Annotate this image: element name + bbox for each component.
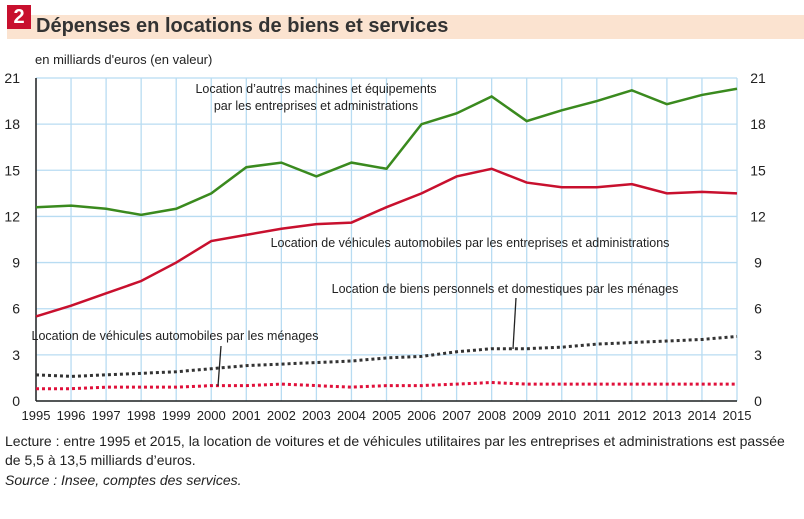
x-tick-label: 2009	[512, 408, 541, 423]
x-tick-label: 2006	[407, 408, 436, 423]
source-note: Source : Insee, comptes des services.	[5, 472, 242, 488]
x-tick-label: 2015	[723, 408, 752, 423]
y-tick-label-right: 9	[754, 255, 762, 271]
y-tick-label-right: 6	[754, 301, 762, 317]
x-tick-label: 2008	[477, 408, 506, 423]
leader-line	[217, 345, 222, 387]
series-label: Location d’autres machines et équipement…	[195, 82, 436, 96]
y-tick-label-left: 6	[12, 301, 20, 317]
x-tick-label: 2000	[197, 408, 226, 423]
series-label: Location de véhicules automobiles par le…	[32, 329, 319, 343]
figure-number: 2	[7, 5, 31, 29]
x-tick-label: 1997	[92, 408, 121, 423]
y-tick-label-left: 15	[4, 162, 20, 178]
x-tick-label: 2010	[547, 408, 576, 423]
series-line-2	[35, 334, 738, 378]
y-tick-label-right: 12	[750, 208, 766, 224]
x-tick-label: 2014	[687, 408, 716, 423]
x-tick-label: 1998	[127, 408, 156, 423]
y-tick-label-right: 15	[750, 162, 766, 178]
reading-note: Lecture : entre 1995 et 2015, la locatio…	[5, 433, 785, 468]
y-tick-label-left: 0	[12, 393, 20, 409]
series-label: par les entreprises et administrations	[214, 99, 418, 113]
y-tick-label-left: 18	[4, 116, 20, 132]
x-tick-label: 2013	[652, 408, 681, 423]
title-bar	[7, 15, 804, 39]
x-tick-label: 1995	[22, 408, 51, 423]
series-label: Location de véhicules automobiles par le…	[271, 236, 670, 250]
y-tick-label-right: 0	[754, 393, 762, 409]
y-tick-label-left: 21	[4, 70, 20, 86]
y-tick-label-right: 21	[750, 70, 766, 86]
x-tick-label: 2001	[232, 408, 261, 423]
x-tick-label: 2004	[337, 408, 366, 423]
x-tick-label: 2012	[617, 408, 646, 423]
leader-line	[512, 297, 517, 350]
x-tick-label: 2002	[267, 408, 296, 423]
y-tick-label-left: 12	[4, 208, 20, 224]
x-tick-label: 1996	[57, 408, 86, 423]
y-axis-unit: en milliards d'euros (en valeur)	[35, 52, 213, 67]
x-tick-label: 2007	[442, 408, 471, 423]
chart-title: Dépenses en locations de biens et servic…	[36, 15, 449, 37]
x-tick-label: 2005	[372, 408, 401, 423]
x-tick-label: 2003	[302, 408, 331, 423]
y-tick-label-right: 3	[754, 347, 762, 363]
line-chart: 1995 1996 1997 1998 1999 2000 2001 2002 2003 2004…	[4, 70, 766, 423]
y-tick-label-left: 3	[12, 347, 20, 363]
y-tick-label-left: 9	[12, 255, 20, 271]
x-tick-label: 2011	[583, 408, 611, 423]
y-tick-label-right: 18	[750, 116, 766, 132]
series-label: Location de biens personnels et domestiq…	[332, 282, 679, 296]
x-tick-label: 1999	[162, 408, 191, 423]
